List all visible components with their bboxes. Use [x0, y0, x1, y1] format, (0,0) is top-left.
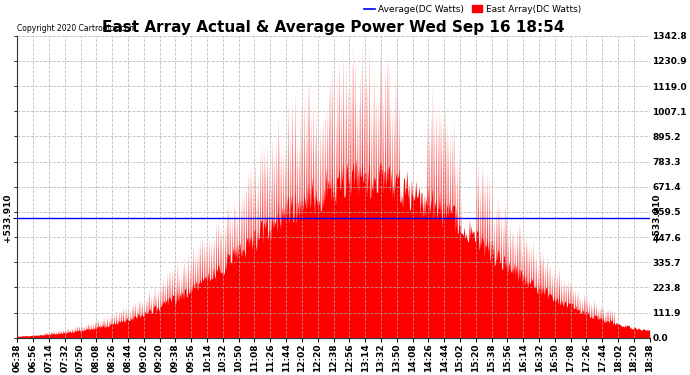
Title: East Array Actual & Average Power Wed Sep 16 18:54: East Array Actual & Average Power Wed Se… [102, 20, 564, 34]
Legend: Average(DC Watts), East Array(DC Watts): Average(DC Watts), East Array(DC Watts) [360, 1, 585, 17]
Text: Copyright 2020 Cartronics.com: Copyright 2020 Cartronics.com [17, 24, 137, 33]
